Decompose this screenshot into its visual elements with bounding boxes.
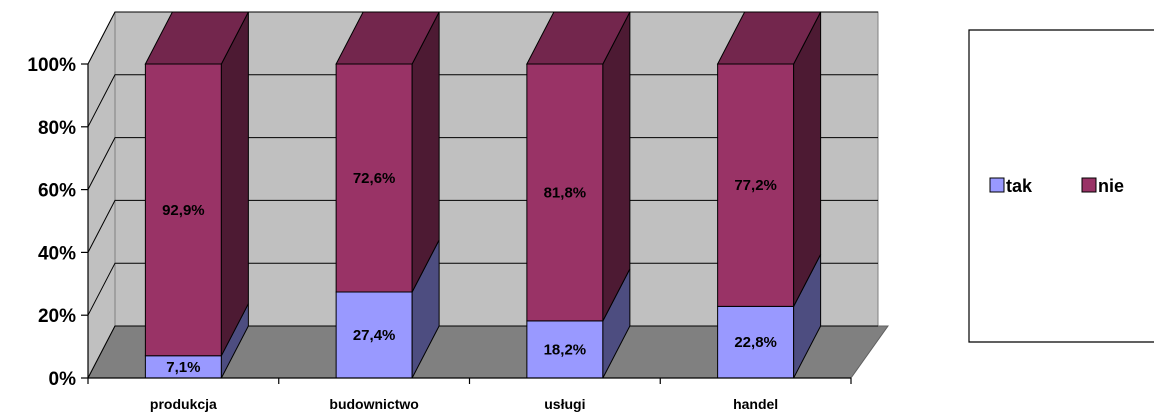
data-label: 81,8% [544,184,587,201]
category-label: produkcja [150,396,217,412]
bar-side-nie [220,11,249,356]
category-label: handel [733,396,778,412]
y-tick-label: 80% [38,118,76,139]
data-label: 22,8% [734,334,777,351]
legend-label-tak: tak [1006,176,1033,196]
bar-top-nie [716,11,822,65]
bar-top-nie [526,11,631,65]
chart-walls [87,11,889,379]
bar-top-nie [144,11,250,65]
data-label: 27,4% [353,327,396,344]
y-tick-label: 100% [27,55,76,76]
legend-swatch-tak [989,177,1005,193]
data-label: 72,6% [353,170,396,187]
bar-top-nie [335,11,440,65]
chart-axes: 0% 20% 40% 60% 80% 100% produkcja budownictwo us… [27,55,852,412]
y-tick-label: 0% [49,369,77,390]
legend-box [968,29,1154,343]
data-label: 18,2% [544,341,587,358]
y-tick-label: 40% [38,243,76,264]
category-label: budownictwo [329,396,418,412]
y-tick-label: 20% [38,306,76,327]
category-label: usługi [544,396,585,412]
y-tick-label: 60% [38,181,76,202]
data-label: 92,9% [162,202,205,219]
data-label: 7,1% [166,359,200,376]
legend-swatch-nie [1081,177,1097,193]
chart-bars: 7,1% 92,9% 27,4% 72,6% 18,2% 81,8% 22,8% 77,2% [144,11,822,379]
data-label: 77,2% [734,177,777,194]
chart-legend: tak nie [968,29,1154,343]
bar-side-nie [602,11,631,322]
legend-label-nie: nie [1098,176,1124,196]
side-wall [87,11,116,379]
